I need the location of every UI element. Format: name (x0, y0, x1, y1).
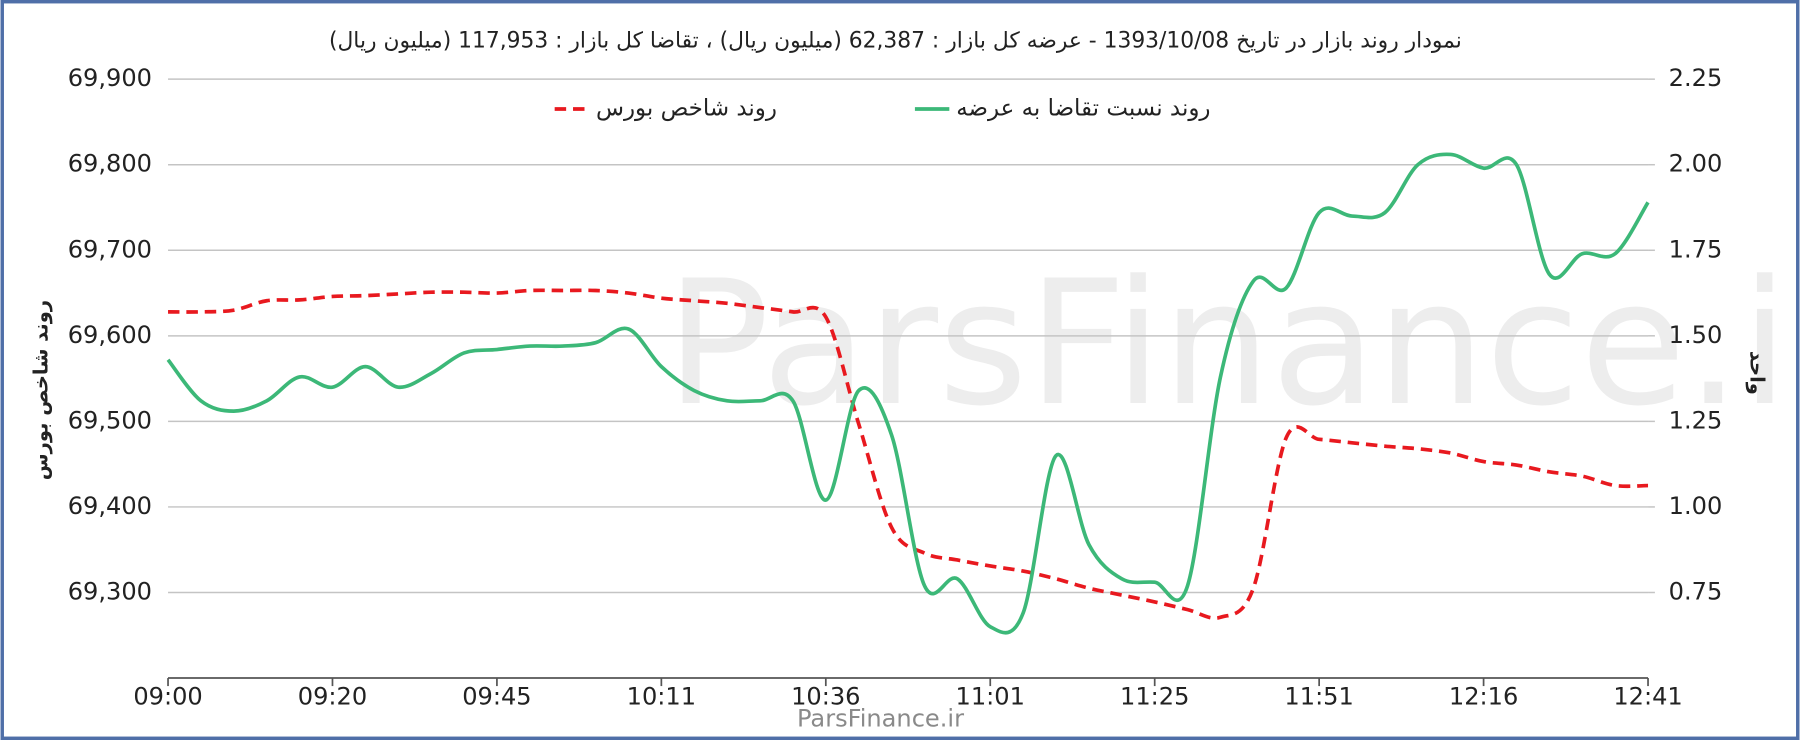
series-line (168, 288, 1649, 620)
footer: ParsFinance.ir (797, 704, 964, 732)
y2-tick-label: 2.00 (1669, 150, 1723, 178)
y-tick-label: 69,300 (68, 577, 152, 605)
y2-tick-label: 2.25 (1669, 64, 1723, 92)
y2-tick-label: 1.00 (1669, 492, 1723, 520)
watermark: ParsFinance.ir (666, 243, 1800, 444)
series-line (166, 152, 1650, 635)
x-tick-label: 09:45 (462, 683, 531, 711)
y-tick-label: 69,400 (68, 492, 152, 520)
y2-tick-label: 1.25 (1669, 406, 1723, 434)
x-tick-label: 11:25 (1120, 683, 1189, 711)
y-axis-title: روند شاخص بورس (29, 300, 52, 480)
y-tick-label: 69,500 (68, 406, 152, 434)
x-tick-label: 09:20 (298, 683, 367, 711)
chart-title: نمودار روند بازار در تاریخ 1393/10/08 - … (329, 28, 1462, 53)
x-tick-label: 10:36 (791, 683, 860, 711)
y2-tick-label: 1.75 (1669, 235, 1723, 263)
x-tick-label: 12:16 (1449, 683, 1518, 711)
x-tick-label: 09:00 (133, 683, 202, 711)
y-tick-label: 69,700 (68, 235, 152, 263)
legend-label: روند شاخص بورس (596, 95, 777, 121)
x-tick-label: 12:41 (1613, 683, 1682, 711)
y2-axis-title: واحد (1745, 351, 1768, 395)
x-tick-label: 11:01 (956, 683, 1025, 711)
legend-label: روند نسبت تقاضا به عرضه (956, 95, 1210, 121)
y2-tick-label: 0.75 (1669, 577, 1723, 605)
y-tick-label: 69,800 (68, 150, 152, 178)
y-tick-label: 69,900 (68, 64, 152, 92)
x-tick-label: 11:51 (1284, 683, 1353, 711)
y2-tick-label: 1.50 (1669, 321, 1723, 349)
x-tick-label: 10:11 (627, 683, 696, 711)
y-tick-label: 69,600 (68, 321, 152, 349)
